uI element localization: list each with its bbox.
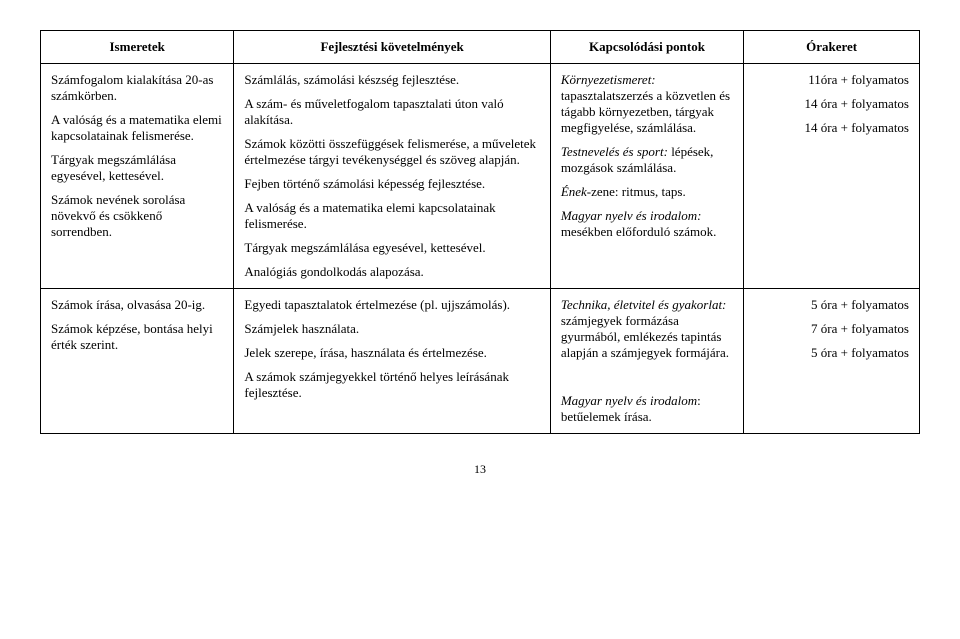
paragraph: Magyar nyelv és irodalom: mesékben előfo… bbox=[561, 208, 733, 240]
paragraph: A szám- és műveletfogalom tapasztalati ú… bbox=[244, 96, 539, 128]
subject-label: Testnevelés és sport: bbox=[561, 144, 668, 159]
cell-orakeret-2: 5 óra + folyamatos 7 óra + folyamatos 5 … bbox=[744, 289, 920, 434]
paragraph: Egyedi tapasztalatok értelmezése (pl. uj… bbox=[244, 297, 539, 313]
subject-label: Környezetismeret: bbox=[561, 72, 656, 87]
paragraph: Analógiás gondolkodás alapozása. bbox=[244, 264, 539, 280]
subject-text: mesékben előforduló számok. bbox=[561, 224, 717, 239]
paragraph bbox=[561, 369, 733, 385]
paragraph: 5 óra + folyamatos bbox=[754, 297, 909, 313]
cell-ismeretek-2: Számok írása, olvasása 20-ig. Számok kép… bbox=[41, 289, 234, 434]
paragraph: Számfogalom kialakítása 20-as számkörben… bbox=[51, 72, 223, 104]
paragraph: Számlálás, számolási készség fejlesztése… bbox=[244, 72, 539, 88]
paragraph: 14 óra + folyamatos bbox=[754, 120, 909, 136]
paragraph: Számok nevének sorolása növekvő és csökk… bbox=[51, 192, 223, 240]
paragraph: Számok közötti összefüggések felismerése… bbox=[244, 136, 539, 168]
paragraph: A számok számjegyekkel történő helyes le… bbox=[244, 369, 539, 401]
paragraph: 11óra + folyamatos bbox=[754, 72, 909, 88]
cell-fejlesztesi-1: Számlálás, számolási készség fejlesztése… bbox=[234, 64, 550, 289]
table-row: Számfogalom kialakítása 20-as számkörben… bbox=[41, 64, 920, 289]
paragraph: A valóság és a matematika elemi kapcsola… bbox=[244, 200, 539, 232]
cell-kapcsolodasi-1: Környezetismeret: tapasztalatszerzés a k… bbox=[550, 64, 743, 289]
cell-ismeretek-1: Számfogalom kialakítása 20-as számkörben… bbox=[41, 64, 234, 289]
paragraph: Testnevelés és sport: lépések, mozgások … bbox=[561, 144, 733, 176]
subject-label: Magyar nyelv és irodalom: bbox=[561, 208, 702, 223]
cell-orakeret-1: 11óra + folyamatos 14 óra + folyamatos 1… bbox=[744, 64, 920, 289]
table-row: Számok írása, olvasása 20-ig. Számok kép… bbox=[41, 289, 920, 434]
paragraph: Jelek szerepe, írása, használata és érte… bbox=[244, 345, 539, 361]
paragraph: Technika, életvitel és gyakorlat: számje… bbox=[561, 297, 733, 361]
paragraph: Számok írása, olvasása 20-ig. bbox=[51, 297, 223, 313]
header-kapcsolodasi: Kapcsolódási pontok bbox=[550, 31, 743, 64]
page-number: 13 bbox=[40, 462, 920, 477]
paragraph: Magyar nyelv és irodalom: betűelemek írá… bbox=[561, 393, 733, 425]
subject-text: -zene: ritmus, taps. bbox=[587, 184, 686, 199]
paragraph: 5 óra + folyamatos bbox=[754, 345, 909, 361]
header-orakeret: Órakeret bbox=[744, 31, 920, 64]
paragraph: Tárgyak megszámlálása egyesével, kettesé… bbox=[51, 152, 223, 184]
paragraph: Fejben történő számolási képesség fejles… bbox=[244, 176, 539, 192]
curriculum-table: Ismeretek Fejlesztési követelmények Kapc… bbox=[40, 30, 920, 434]
subject-text: tapasztalatszerzés a közvetlen és tágabb… bbox=[561, 88, 730, 135]
paragraph: A valóság és a matematika elemi kapcsola… bbox=[51, 112, 223, 144]
paragraph: Számjelek használata. bbox=[244, 321, 539, 337]
subject-label: Ének bbox=[561, 184, 587, 199]
cell-fejlesztesi-2: Egyedi tapasztalatok értelmezése (pl. uj… bbox=[234, 289, 550, 434]
paragraph: Környezetismeret: tapasztalatszerzés a k… bbox=[561, 72, 733, 136]
cell-kapcsolodasi-2: Technika, életvitel és gyakorlat: számje… bbox=[550, 289, 743, 434]
subject-label: Magyar nyelv és irodalom bbox=[561, 393, 697, 408]
paragraph: Számok képzése, bontása helyi érték szer… bbox=[51, 321, 223, 353]
header-fejlesztesi: Fejlesztési követelmények bbox=[234, 31, 550, 64]
paragraph: 7 óra + folyamatos bbox=[754, 321, 909, 337]
subject-text: számjegyek formázása gyurmából, emlékezé… bbox=[561, 313, 729, 360]
paragraph: Ének-zene: ritmus, taps. bbox=[561, 184, 733, 200]
table-header-row: Ismeretek Fejlesztési követelmények Kapc… bbox=[41, 31, 920, 64]
header-ismeretek: Ismeretek bbox=[41, 31, 234, 64]
subject-label: Technika, életvitel és gyakorlat: bbox=[561, 297, 727, 312]
paragraph: Tárgyak megszámlálása egyesével, kettesé… bbox=[244, 240, 539, 256]
paragraph: 14 óra + folyamatos bbox=[754, 96, 909, 112]
